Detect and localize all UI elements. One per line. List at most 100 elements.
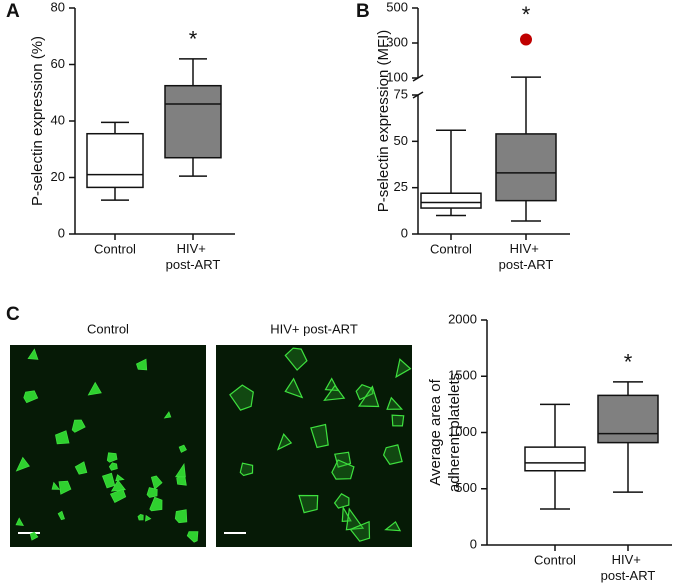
platelet (163, 411, 172, 419)
platelet (382, 444, 403, 465)
y-tick-label: 40 (51, 112, 65, 127)
y-tick-label: 75 (394, 86, 408, 101)
platelet (145, 514, 152, 522)
platelet (186, 531, 199, 543)
platelet (345, 507, 365, 531)
label-line: post-ART (601, 568, 656, 583)
label-line: post-ART (166, 257, 221, 272)
y-tick-label: 0 (401, 225, 408, 240)
platelet (355, 383, 374, 401)
y-tick-label: 80 (51, 0, 65, 14)
platelet (174, 462, 186, 478)
micrograph-label: HIV+ post-ART (270, 321, 358, 336)
platelet (178, 444, 187, 453)
panel-letter: A (6, 1, 20, 22)
platelet (341, 505, 352, 522)
box (420, 192, 482, 209)
platelet (58, 480, 72, 495)
platelet (109, 488, 127, 503)
platelet (106, 452, 118, 463)
platelet (74, 461, 88, 475)
box (597, 394, 659, 444)
platelet (15, 517, 25, 526)
platelet (136, 358, 148, 371)
platelet (331, 459, 355, 480)
panel-letter: B (356, 1, 370, 22)
platelet (27, 348, 39, 360)
y-tick-label: 1000 (448, 424, 477, 439)
significance-mark: * (189, 27, 198, 52)
box (164, 84, 222, 159)
platelet (87, 381, 102, 396)
micrograph (216, 345, 412, 547)
platelet (146, 487, 158, 498)
x-tick-label: HIV+ post-ART (601, 552, 656, 583)
x-tick-label: Control (534, 552, 576, 567)
y-axis-label: Average area of (427, 378, 444, 485)
significance-mark: * (624, 350, 633, 375)
platelet (298, 494, 319, 514)
platelet (276, 433, 293, 451)
x-tick-label: Control (94, 241, 136, 256)
micrograph (10, 345, 206, 547)
platelet (51, 481, 61, 490)
platelet (15, 456, 30, 472)
x-tick-label: HIV+ post-ART (499, 241, 554, 272)
platelet (384, 520, 402, 532)
y-tick-label: 500 (455, 480, 477, 495)
platelet (349, 520, 371, 542)
platelet (357, 385, 380, 408)
y-tick-label: 500 (386, 0, 408, 14)
platelet (150, 475, 163, 490)
platelet (71, 419, 86, 433)
y-tick-label: 0 (470, 536, 477, 551)
platelet (174, 509, 188, 524)
box (86, 132, 144, 189)
platelet (101, 472, 116, 489)
platelet (323, 384, 346, 402)
outlier (520, 33, 532, 46)
platelet (284, 347, 308, 371)
platelet (115, 474, 125, 482)
platelet (395, 358, 412, 379)
platelet (137, 513, 144, 521)
label-line: HIV+ (177, 241, 210, 256)
y-tick-label: 2000 (448, 311, 477, 326)
y-tick-label: 300 (386, 34, 408, 49)
box (524, 446, 586, 472)
y-tick-label: 100 (386, 69, 408, 84)
y-tick-label: 0 (58, 225, 65, 240)
platelet (284, 377, 304, 399)
platelet (391, 414, 405, 427)
platelet (55, 430, 70, 445)
platelet (333, 493, 350, 509)
platelet (149, 496, 163, 512)
platelet (386, 396, 404, 410)
platelet (239, 462, 254, 477)
y-tick-label: 20 (51, 169, 65, 184)
x-tick-label: Control (430, 241, 472, 256)
platelet (29, 531, 39, 541)
y-tick-label: 25 (394, 179, 408, 194)
platelet (108, 462, 118, 471)
y-tick-label: 60 (51, 56, 65, 71)
box (495, 133, 557, 202)
platelet (23, 390, 39, 404)
significance-mark: * (522, 2, 531, 27)
micrograph-label: Control (87, 321, 129, 336)
platelet (310, 423, 329, 449)
label-line: HIV+ (612, 552, 645, 567)
panel-letter: C (6, 304, 20, 325)
label-line: post-ART (499, 257, 554, 272)
y-tick-label: 1500 (448, 368, 477, 383)
y-axis-label: P-selectin expression (MFI) (375, 30, 392, 213)
label-line: HIV+ (510, 241, 543, 256)
y-axis-label: P-selectin expression (%) (29, 36, 46, 206)
platelet (57, 510, 66, 521)
y-axis-label: adherent platelets (446, 373, 463, 492)
y-tick-label: 50 (394, 133, 408, 148)
x-tick-label: HIV+ post-ART (166, 241, 221, 272)
platelet (229, 384, 254, 411)
